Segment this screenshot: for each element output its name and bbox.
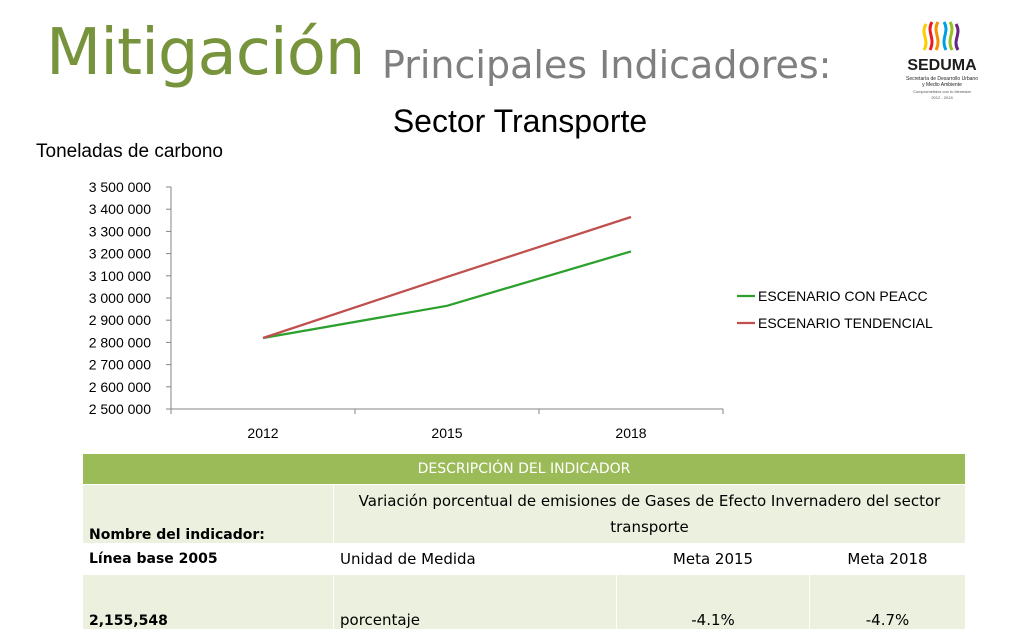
indicator-name-label: Nombre del indicador: [82,484,334,544]
y-tick-label: 3 500 000 [89,179,151,195]
table-row: Línea base 2005 Unidad de Medida Meta 20… [82,543,966,575]
page-subtitle: Principales Indicadores: [382,43,832,87]
y-tick-label: 2 600 000 [89,379,151,395]
logo-line-3: Comprometidos con tu bienestar [913,89,971,94]
unit-value: porcentaje [333,574,617,630]
baseline-value: 2,155,548 [82,574,334,630]
y-tick-label: 3 200 000 [89,246,151,262]
goal-2015-value: -4.1% [616,574,810,630]
chart-svg: Sector Transporte Toneladas de carbono 2 5… [36,103,933,441]
legend-label-2: ESCENARIO TENDENCIAL [758,315,933,331]
y-tick-label: 2 800 000 [89,334,151,350]
y-tick-label: 2 700 000 [89,357,151,373]
logo-line-4: 2012 - 2018 [931,95,953,100]
table-row: 2,155,548 porcentaje -4.1% -4.7% [82,574,966,630]
goal-2018-label: Meta 2018 [809,543,966,575]
legend-label-1: ESCENARIO CON PEACC [758,288,928,304]
baseline-label: Línea base 2005 [82,543,334,575]
chart: Sector Transporte Toneladas de carbono 2 5… [0,100,1024,450]
y-tick-label: 2 900 000 [89,312,151,328]
y-axis-label: Toneladas de carbono [36,141,223,162]
page-title: Mitigación [46,16,365,90]
y-tick-label: 3 100 000 [89,268,151,284]
logo-name: SEDUMA [907,57,977,74]
logo-line-1: Secretaría de Desarrollo Urbano [906,76,978,82]
seduma-logo-icon: SEDUMA Secretaría de Desarrollo Urbano y… [906,21,978,100]
indicator-table: DESCRIPCIÓN DEL INDICADOR Nombre del ind… [82,453,966,630]
table-row: Nombre del indicador: Variación porcentu… [82,484,966,544]
x-tick-label: 2015 [431,425,462,441]
goal-2015-label: Meta 2015 [616,543,810,575]
y-tick-label: 2 500 000 [89,401,151,417]
unit-label: Unidad de Medida [333,543,617,575]
y-tick-label: 3 400 000 [89,201,151,217]
indicator-name-value: Variación porcentual de emisiones de Gas… [333,484,966,544]
x-tick-label: 2018 [615,425,646,441]
series-line-1 [262,250,632,340]
y-tick-label: 3 300 000 [89,223,151,239]
x-tick-label: 2012 [247,425,278,441]
goal-2018-value: -4.7% [809,574,966,630]
seduma-logo: SEDUMA Secretaría de Desarrollo Urbano y… [896,20,988,112]
table-header: DESCRIPCIÓN DEL INDICADOR [82,453,966,485]
series-line-2 [262,215,632,340]
logo-line-2: y Medio Ambiente [922,82,962,88]
chart-title: Sector Transporte [393,103,647,139]
y-tick-label: 3 000 000 [89,290,151,306]
